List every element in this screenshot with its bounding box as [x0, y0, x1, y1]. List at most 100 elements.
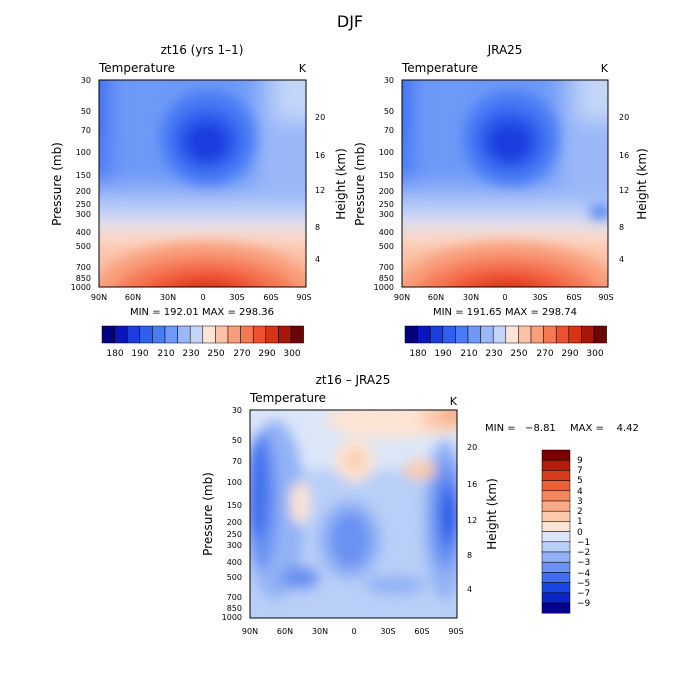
y-tick-label: 70: [232, 457, 242, 466]
panel-model-title: zt16 (yrs 1–1): [161, 43, 244, 57]
panel-model-ylabel: Pressure (mb): [50, 142, 64, 226]
panel-model-colorbar-labels: 180 190 210 230 250 270 290 300: [106, 349, 300, 359]
panel-reanalysis-field: [402, 80, 608, 287]
right-tick-label: 12: [467, 516, 477, 525]
y-tick-label: 300: [76, 210, 91, 219]
colorbar-label: 190: [434, 349, 451, 359]
x-tick-label: 90N: [242, 627, 258, 636]
x-tick-label: 60N: [277, 627, 293, 636]
y-tick-label: 500: [227, 573, 242, 582]
colorbar-swatch: [290, 325, 304, 344]
colorbar-label: 290: [561, 349, 578, 359]
x-tick-label: 30S: [229, 293, 244, 302]
colorbar-swatch: [101, 325, 115, 344]
figure-title: DJF: [337, 12, 363, 31]
panel-reanalysis-stats: MIN = 191.65 MAX = 298.74: [433, 307, 577, 318]
panel-difference-right-ylabel: Height (km): [485, 478, 499, 549]
y-tick-label: 50: [384, 107, 394, 116]
x-tick-label: 60S: [263, 293, 278, 302]
x-tick-label: 30N: [463, 293, 479, 302]
colorbar-label: 0: [577, 528, 583, 538]
colorbar-swatch: [139, 325, 153, 344]
panel-reanalysis-units: K: [601, 62, 609, 75]
y-tick-label: 500: [76, 242, 91, 251]
panel-reanalysis-variable: Temperature: [401, 61, 478, 75]
colorbar-swatch: [252, 325, 267, 344]
colorbar-label: −4: [577, 569, 591, 579]
colorbar-swatch: [240, 325, 254, 344]
right-tick-label: 20: [619, 113, 629, 122]
panel-model-variable: Temperature: [98, 61, 175, 75]
y-tick-label: 400: [76, 228, 91, 237]
colorbar-swatch: [541, 592, 571, 604]
panel-reanalysis-right-ylabel: Height (km): [635, 148, 649, 219]
y-tick-label: 400: [379, 228, 394, 237]
panel-model-x-ticks: 90N 60N 30N 0 30S 60S 90S: [91, 293, 312, 302]
x-tick-label: 60S: [566, 293, 581, 302]
y-tick-label: 50: [81, 107, 91, 116]
colorbar-swatch: [541, 510, 571, 522]
colorbar-label: −3: [577, 558, 590, 568]
y-tick-label: 100: [76, 148, 91, 157]
y-tick-label: 200: [379, 187, 394, 196]
y-tick-label: 30: [384, 76, 394, 85]
x-tick-label: 30N: [160, 293, 176, 302]
y-tick-label: 700: [379, 263, 394, 272]
colorbar-label: 300: [586, 349, 603, 359]
colorbar-label: 270: [233, 349, 250, 359]
x-tick-label: 90S: [598, 293, 613, 302]
colorbar-swatch: [265, 325, 279, 344]
y-tick-label: 850: [379, 274, 394, 283]
right-tick-label: 4: [619, 255, 624, 264]
x-tick-label: 90S: [296, 293, 311, 302]
panel-reanalysis-colorbar-labels: 180 190 210 230 250 270 290 300: [409, 349, 603, 359]
colorbar-label: −9: [577, 599, 591, 609]
y-tick-label: 150: [76, 171, 91, 180]
colorbar-label: 2: [577, 507, 583, 517]
right-tick-label: 16: [467, 480, 477, 489]
colorbar-label: 7: [577, 466, 583, 476]
panel-model-stats: MIN = 192.01 MAX = 298.36: [130, 307, 274, 318]
colorbar-label: 5: [577, 476, 583, 486]
colorbar-label: −2: [577, 548, 590, 558]
y-tick-label: 300: [379, 210, 394, 219]
colorbar-swatch: [492, 325, 507, 344]
colorbar-swatch: [518, 325, 532, 344]
colorbar-swatch: [541, 490, 571, 502]
y-tick-label: 850: [76, 274, 91, 283]
panel-difference-units: K: [450, 395, 458, 408]
colorbar-swatch: [541, 449, 571, 461]
panel-difference-field: [250, 410, 457, 618]
y-tick-label: 30: [232, 406, 242, 415]
y-tick-label: 150: [379, 171, 394, 180]
colorbar-swatch: [114, 325, 128, 344]
panel-reanalysis-colorbar: [404, 325, 607, 344]
x-tick-label: 0: [200, 293, 205, 302]
x-tick-label: 0: [502, 293, 507, 302]
colorbar-label: 230: [485, 349, 502, 359]
right-tick-label: 8: [467, 551, 472, 560]
colorbar-swatch: [215, 325, 229, 344]
colorbar-swatch: [541, 541, 571, 553]
right-tick-label: 4: [467, 585, 472, 594]
colorbar-label: 4: [577, 487, 583, 497]
colorbar-swatch: [404, 325, 418, 344]
colorbar-label: −7: [577, 589, 590, 599]
panel-difference-stats-max: MAX = 4.42: [570, 423, 639, 434]
x-tick-label: 60N: [125, 293, 141, 302]
panel-reanalysis-x-ticks: 90N 60N 30N 0 30S 60S 90S: [394, 293, 614, 302]
colorbar-swatch: [189, 325, 204, 344]
y-tick-label: 30: [81, 76, 91, 85]
colorbar-swatch: [505, 325, 519, 344]
x-tick-label: 90S: [448, 627, 463, 636]
panel-difference-variable: Temperature: [249, 391, 326, 405]
colorbar-label: 230: [182, 349, 199, 359]
x-tick-label: 30S: [532, 293, 547, 302]
colorbar-label: 9: [577, 456, 583, 466]
colorbar-swatch: [541, 459, 571, 471]
y-tick-label: 150: [227, 501, 242, 510]
colorbar-label: −1: [577, 538, 590, 548]
x-tick-label: 30S: [380, 627, 395, 636]
panel-reanalysis: JRA25 Temperature K: [353, 43, 649, 359]
y-tick-label: 1000: [222, 613, 242, 622]
